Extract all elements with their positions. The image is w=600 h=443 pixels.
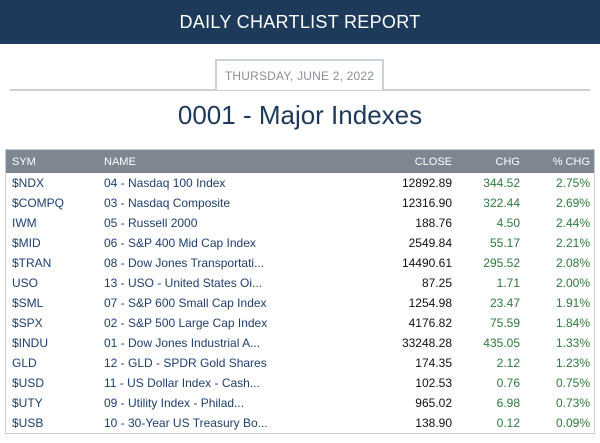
report-header-title: DAILY CHARTLIST REPORT bbox=[179, 11, 421, 32]
table-row[interactable]: $INDU 01 - Dow Jones Industrial A... 33248… bbox=[6, 333, 594, 353]
change-value: 0.12 bbox=[496, 416, 520, 430]
chartlist-table: SYM NAME CLOSE CHG % CHG $NDX 04 - Nasdaq… bbox=[6, 150, 594, 433]
pct-change-value: 2.44% bbox=[555, 216, 590, 230]
table-header-row: SYM NAME CLOSE CHG % CHG bbox=[6, 150, 594, 173]
pct-change-value: 2.75% bbox=[555, 176, 590, 190]
close-value: 1254.98 bbox=[408, 296, 452, 310]
change-value: 0.76 bbox=[496, 376, 520, 390]
close-value: 2549.84 bbox=[408, 236, 452, 250]
symbol-link[interactable]: $INDU bbox=[12, 336, 49, 350]
symbol-link[interactable]: IWM bbox=[12, 216, 37, 230]
table-row[interactable]: $MID 06 - S&P 400 Mid Cap Index 2549.84 55.… bbox=[6, 233, 594, 253]
close-value: 174.35 bbox=[415, 356, 452, 370]
index-name[interactable]: 13 - USO - United States Oi... bbox=[104, 276, 263, 290]
column-header-pct-chg[interactable]: % CHG bbox=[552, 155, 590, 168]
pct-change-value: 2.00% bbox=[555, 276, 590, 290]
pct-change-value: 1.33% bbox=[555, 336, 590, 350]
change-value: 4.50 bbox=[496, 216, 520, 230]
column-header-name[interactable]: NAME bbox=[104, 155, 136, 168]
symbol-link[interactable]: $SML bbox=[12, 296, 44, 310]
pct-change-value: 0.09% bbox=[555, 416, 590, 430]
symbol-link[interactable]: $NDX bbox=[12, 176, 45, 190]
change-value: 322.44 bbox=[483, 196, 520, 210]
table-row[interactable]: IWM 05 - Russell 2000 188.76 4.50 2.44% bbox=[6, 213, 594, 233]
change-value: 55.17 bbox=[489, 236, 520, 250]
index-name[interactable]: 05 - Russell 2000 bbox=[104, 216, 198, 230]
table-row[interactable]: GLD 12 - GLD - SPDR Gold Shares 174.35 2.12… bbox=[6, 353, 594, 373]
symbol-link[interactable]: $MID bbox=[12, 236, 41, 250]
index-name[interactable]: 06 - S&P 400 Mid Cap Index bbox=[104, 236, 256, 250]
pct-change-value: 0.73% bbox=[555, 396, 590, 410]
index-name[interactable]: 08 - Dow Jones Transportati... bbox=[104, 256, 265, 270]
index-name[interactable]: 10 - 30-Year US Treasury Bo... bbox=[104, 416, 268, 430]
pct-change-value: 1.23% bbox=[555, 356, 590, 370]
change-value: 344.52 bbox=[483, 176, 520, 190]
index-name[interactable]: 12 - GLD - SPDR Gold Shares bbox=[104, 356, 267, 370]
table-row[interactable]: $SML 07 - S&P 600 Small Cap Index 1254.98 2… bbox=[6, 293, 594, 313]
symbol-link[interactable]: $USD bbox=[12, 376, 45, 390]
table-row[interactable]: $UTY 09 - Utility Index - Philad... 965.02… bbox=[6, 393, 594, 413]
index-name[interactable]: 01 - Dow Jones Industrial A... bbox=[104, 336, 261, 350]
change-value: 1.71 bbox=[496, 276, 520, 290]
pct-change-value: 1.84% bbox=[555, 316, 590, 330]
column-header-close[interactable]: CLOSE bbox=[414, 155, 452, 168]
symbol-link[interactable]: GLD bbox=[12, 356, 37, 370]
column-header-chg[interactable]: CHG bbox=[495, 155, 520, 168]
table-row[interactable]: $TRAN 08 - Dow Jones Transportati... 14490… bbox=[6, 253, 594, 273]
change-value: 295.52 bbox=[483, 256, 520, 270]
table-row[interactable]: $USD 11 - US Dollar Index - Cash... 102.53… bbox=[6, 373, 594, 393]
change-value: 75.59 bbox=[489, 316, 520, 330]
index-name[interactable]: 11 - US Dollar Index - Cash... bbox=[104, 376, 260, 390]
change-value: 2.12 bbox=[496, 356, 520, 370]
column-header-sym[interactable]: SYM bbox=[12, 155, 36, 168]
report-date-label: THURSDAY, JUNE 2, 2022 bbox=[224, 68, 375, 83]
close-value: 12316.90 bbox=[401, 196, 452, 210]
symbol-link[interactable]: $USB bbox=[12, 416, 44, 430]
pct-change-value: 0.75% bbox=[555, 376, 590, 390]
index-name[interactable]: 07 - S&P 600 Small Cap Index bbox=[104, 296, 267, 310]
report-date: THURSDAY, JUNE 2, 2022 bbox=[215, 59, 384, 90]
symbol-link[interactable]: $TRAN bbox=[12, 256, 52, 270]
chartlist-title: 0001 - Major Indexes bbox=[177, 100, 423, 130]
index-name[interactable]: 09 - Utility Index - Philad... bbox=[104, 396, 245, 410]
close-value: 14490.61 bbox=[401, 256, 452, 270]
close-value: 12892.89 bbox=[401, 176, 452, 190]
pct-change-value: 2.69% bbox=[555, 196, 590, 210]
close-value: 4176.82 bbox=[408, 316, 452, 330]
change-value: 23.47 bbox=[489, 296, 520, 310]
close-value: 87.25 bbox=[421, 276, 452, 290]
table-row[interactable]: $SPX 02 - S&P 500 Large Cap Index 4176.82 7… bbox=[6, 313, 594, 333]
symbol-link[interactable]: $UTY bbox=[12, 396, 43, 410]
close-value: 965.02 bbox=[415, 396, 452, 410]
report-header: DAILY CHARTLIST REPORT bbox=[0, 0, 600, 44]
change-value: 6.98 bbox=[496, 396, 520, 410]
table-row[interactable]: $COMPQ 03 - Nasdaq Composite 12316.90 322.4… bbox=[6, 193, 594, 213]
table-row[interactable]: USO 13 - USO - United States Oi... 87.25 1.… bbox=[6, 273, 594, 293]
close-value: 33248.28 bbox=[401, 336, 452, 350]
index-name[interactable]: 02 - S&P 500 Large Cap Index bbox=[104, 316, 268, 330]
table-row[interactable]: $NDX 04 - Nasdaq 100 Index 12892.89 344.52 2… bbox=[6, 173, 594, 193]
close-value: 138.90 bbox=[415, 416, 452, 430]
index-name[interactable]: 04 - Nasdaq 100 Index bbox=[104, 176, 226, 190]
table-row[interactable]: $USB 10 - 30-Year US Treasury Bo... 138.90… bbox=[6, 413, 594, 433]
symbol-link[interactable]: $COMPQ bbox=[12, 196, 65, 210]
header-divider bbox=[10, 89, 590, 91]
symbol-link[interactable]: $SPX bbox=[12, 316, 43, 330]
chartlist-table-container: SYM NAME CLOSE CHG % CHG $NDX 04 - Nasdaq… bbox=[5, 149, 595, 434]
close-value: 188.76 bbox=[415, 216, 452, 230]
pct-change-value: 2.21% bbox=[555, 236, 590, 250]
change-value: 435.05 bbox=[483, 336, 520, 350]
symbol-link[interactable]: USO bbox=[12, 276, 39, 290]
index-name[interactable]: 03 - Nasdaq Composite bbox=[104, 196, 231, 210]
close-value: 102.53 bbox=[415, 376, 452, 390]
pct-change-value: 2.08% bbox=[555, 256, 590, 270]
pct-change-value: 1.91% bbox=[555, 296, 590, 310]
